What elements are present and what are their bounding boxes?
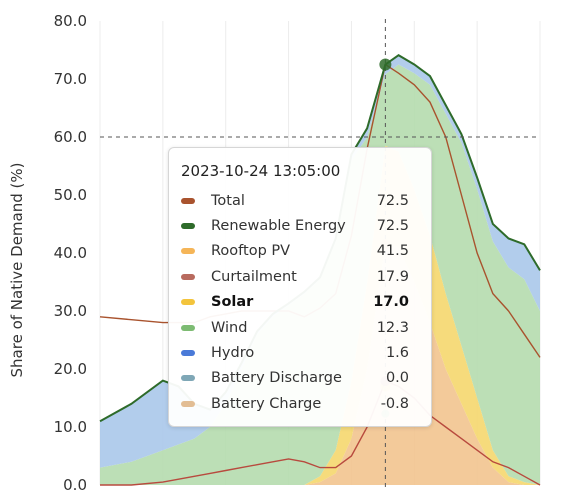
tooltip-row: Hydro 1.6 <box>181 340 419 365</box>
area-solar <box>100 145 540 485</box>
tooltip-series-name: Rooftop PV <box>211 243 291 260</box>
tooltip-row: Battery Charge -0.8 <box>181 391 419 416</box>
legend-swatch <box>181 324 195 331</box>
tooltip-series-value: 72.5 <box>376 218 409 235</box>
tooltip-row: Battery Discharge 0.0 <box>181 366 419 391</box>
tooltip-row: Renewable Energy 72.5 <box>181 213 419 238</box>
y-tick-label: 50.0 <box>54 186 87 204</box>
y-tick-label: 40.0 <box>54 244 87 262</box>
legend-swatch <box>181 375 195 382</box>
y-tick-label: 70.0 <box>54 70 87 88</box>
marker-renewable-energy <box>379 58 392 71</box>
legend-swatch <box>181 223 195 230</box>
line-curtailment <box>100 380 541 486</box>
tooltip-series-name: Hydro <box>211 345 255 362</box>
legend-swatch <box>181 197 195 204</box>
legend-swatch <box>181 273 195 280</box>
y-tick-label: 80.0 <box>54 12 87 30</box>
tooltip-row: Curtailment 17.9 <box>181 264 419 289</box>
tooltip-series-value: 41.5 <box>376 243 409 260</box>
tooltip-series-value: -0.8 <box>380 395 409 412</box>
tooltip-series-value: 0.0 <box>385 370 409 387</box>
y-tick-label: 60.0 <box>54 128 87 146</box>
tooltip-series-value: 1.6 <box>385 345 409 362</box>
tooltip-series-name: Battery Charge <box>211 395 322 412</box>
legend-swatch <box>181 248 195 255</box>
tooltip-series-value: 17.0 <box>373 294 409 311</box>
legend-swatch <box>181 299 195 306</box>
y-axis-title: Share of Native Demand (%) <box>8 163 26 378</box>
tooltip-series-name: Total <box>211 192 245 209</box>
legend-swatch <box>181 350 195 357</box>
tooltip-rows: Total 72.5 Renewable Energy 72.5 Rooftop PV 4… <box>181 188 419 417</box>
tooltip-series-value: 12.3 <box>376 319 409 336</box>
tooltip-row: Total 72.5 <box>181 188 419 213</box>
tooltip: 2023-10-24 13:05:00 Total 72.5 Renewable E… <box>168 147 432 427</box>
tooltip-series-name: Solar <box>211 294 254 311</box>
tooltip-series-name: Battery Discharge <box>211 370 342 387</box>
tooltip-series-name: Renewable Energy <box>211 218 346 235</box>
y-tick-labels: 80.0 70.0 60.0 50.0 40.0 30.0 20.0 10.0 0.0 <box>54 12 87 494</box>
area-hydro <box>100 55 540 468</box>
tooltip-row: Solar 17.0 <box>181 290 419 315</box>
tooltip-series-value: 72.5 <box>376 192 409 209</box>
y-tick-label: 0.0 <box>63 476 87 494</box>
tooltip-row: Rooftop PV 41.5 <box>181 239 419 264</box>
legend-swatch <box>181 400 195 407</box>
y-tick-label: 10.0 <box>54 418 87 436</box>
tooltip-series-name: Wind <box>211 319 248 336</box>
tooltip-series-value: 17.9 <box>376 268 409 285</box>
y-tick-label: 20.0 <box>54 360 87 378</box>
tooltip-row: Wind 12.3 <box>181 315 419 340</box>
y-tick-label: 30.0 <box>54 302 87 320</box>
tooltip-title: 2023-10-24 13:05:00 <box>181 162 341 180</box>
tooltip-series-name: Curtailment <box>211 268 297 285</box>
